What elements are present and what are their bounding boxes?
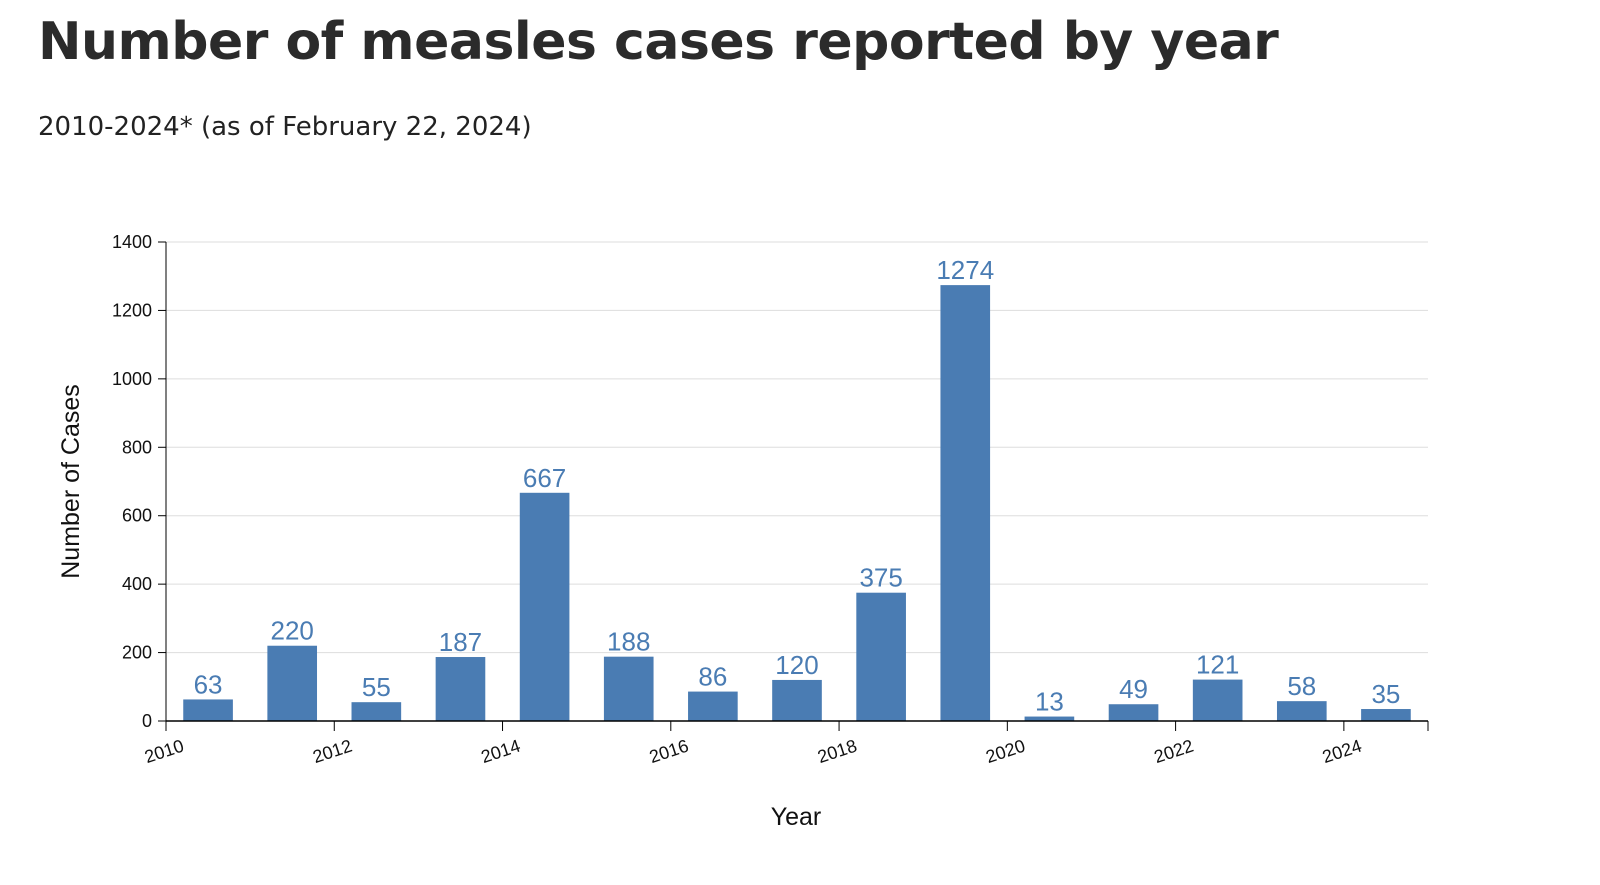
data-label-2015: 188 [607,627,650,657]
bar-2022 [1192,679,1243,721]
data-label-2024: 35 [1371,679,1400,709]
bar-2017 [772,679,822,721]
bar-2015 [603,656,654,721]
data-label-2011: 220 [271,616,314,646]
data-label-2022: 121 [1196,650,1239,680]
data-label-2014: 667 [523,463,566,493]
bar-2016 [688,691,738,721]
y-tick-label: 1400 [112,232,152,252]
gridlines [166,241,1428,654]
x-tick-label: 2012 [310,736,354,767]
x-axis-title: Year [771,803,822,831]
data-label-2010: 63 [194,669,223,699]
y-tick-label: 1000 [112,369,152,389]
y-tick-label: 400 [122,574,152,594]
x-tick-label: 2022 [1152,736,1196,767]
y-tick-label: 1200 [112,300,152,320]
bar-2018 [856,592,906,721]
bar-2020 [1024,716,1075,721]
bar-2012 [351,702,402,721]
bar-2024 [1361,709,1411,721]
data-label-2023: 58 [1287,671,1316,701]
bar-2021 [1108,704,1159,721]
x-tick-label: 2020 [983,736,1027,767]
x-tick-label: 2018 [815,736,859,767]
data-labels: 63 220 55 187 667 188 86 120 375 1274 13 49 121 58 35 [194,255,1401,716]
data-label-2016: 86 [698,662,727,692]
data-label-2013: 187 [439,627,482,657]
bar-2010 [183,699,233,721]
data-label-2021: 49 [1119,674,1148,704]
x-tick-label: 2010 [142,736,186,767]
bar-2011 [267,645,318,721]
bar-2019 [940,285,991,721]
bars [183,285,1411,721]
data-label-2018: 375 [859,563,902,593]
data-label-2019: 1274 [936,255,994,285]
x-tick-label: 2024 [1320,736,1364,767]
bar-2014 [519,492,570,721]
y-tick-label: 800 [122,437,152,457]
y-tick-label: 0 [142,711,152,731]
x-tick-label: 2014 [479,736,523,767]
bar-2023 [1276,701,1327,721]
page-title: Number of measles cases reported by year [38,12,1279,72]
page-subtitle: 2010-2024* (as of February 22, 2024) [38,112,532,142]
bar-2013 [435,657,486,721]
y-tick-label: 600 [122,506,152,526]
data-label-2017: 120 [775,650,818,680]
data-label-2012: 55 [362,672,391,702]
y-tick-label: 200 [122,643,152,663]
x-tick-label: 2016 [647,736,691,767]
y-axis-title: Number of Cases [57,384,85,579]
data-label-2020: 13 [1035,687,1064,717]
